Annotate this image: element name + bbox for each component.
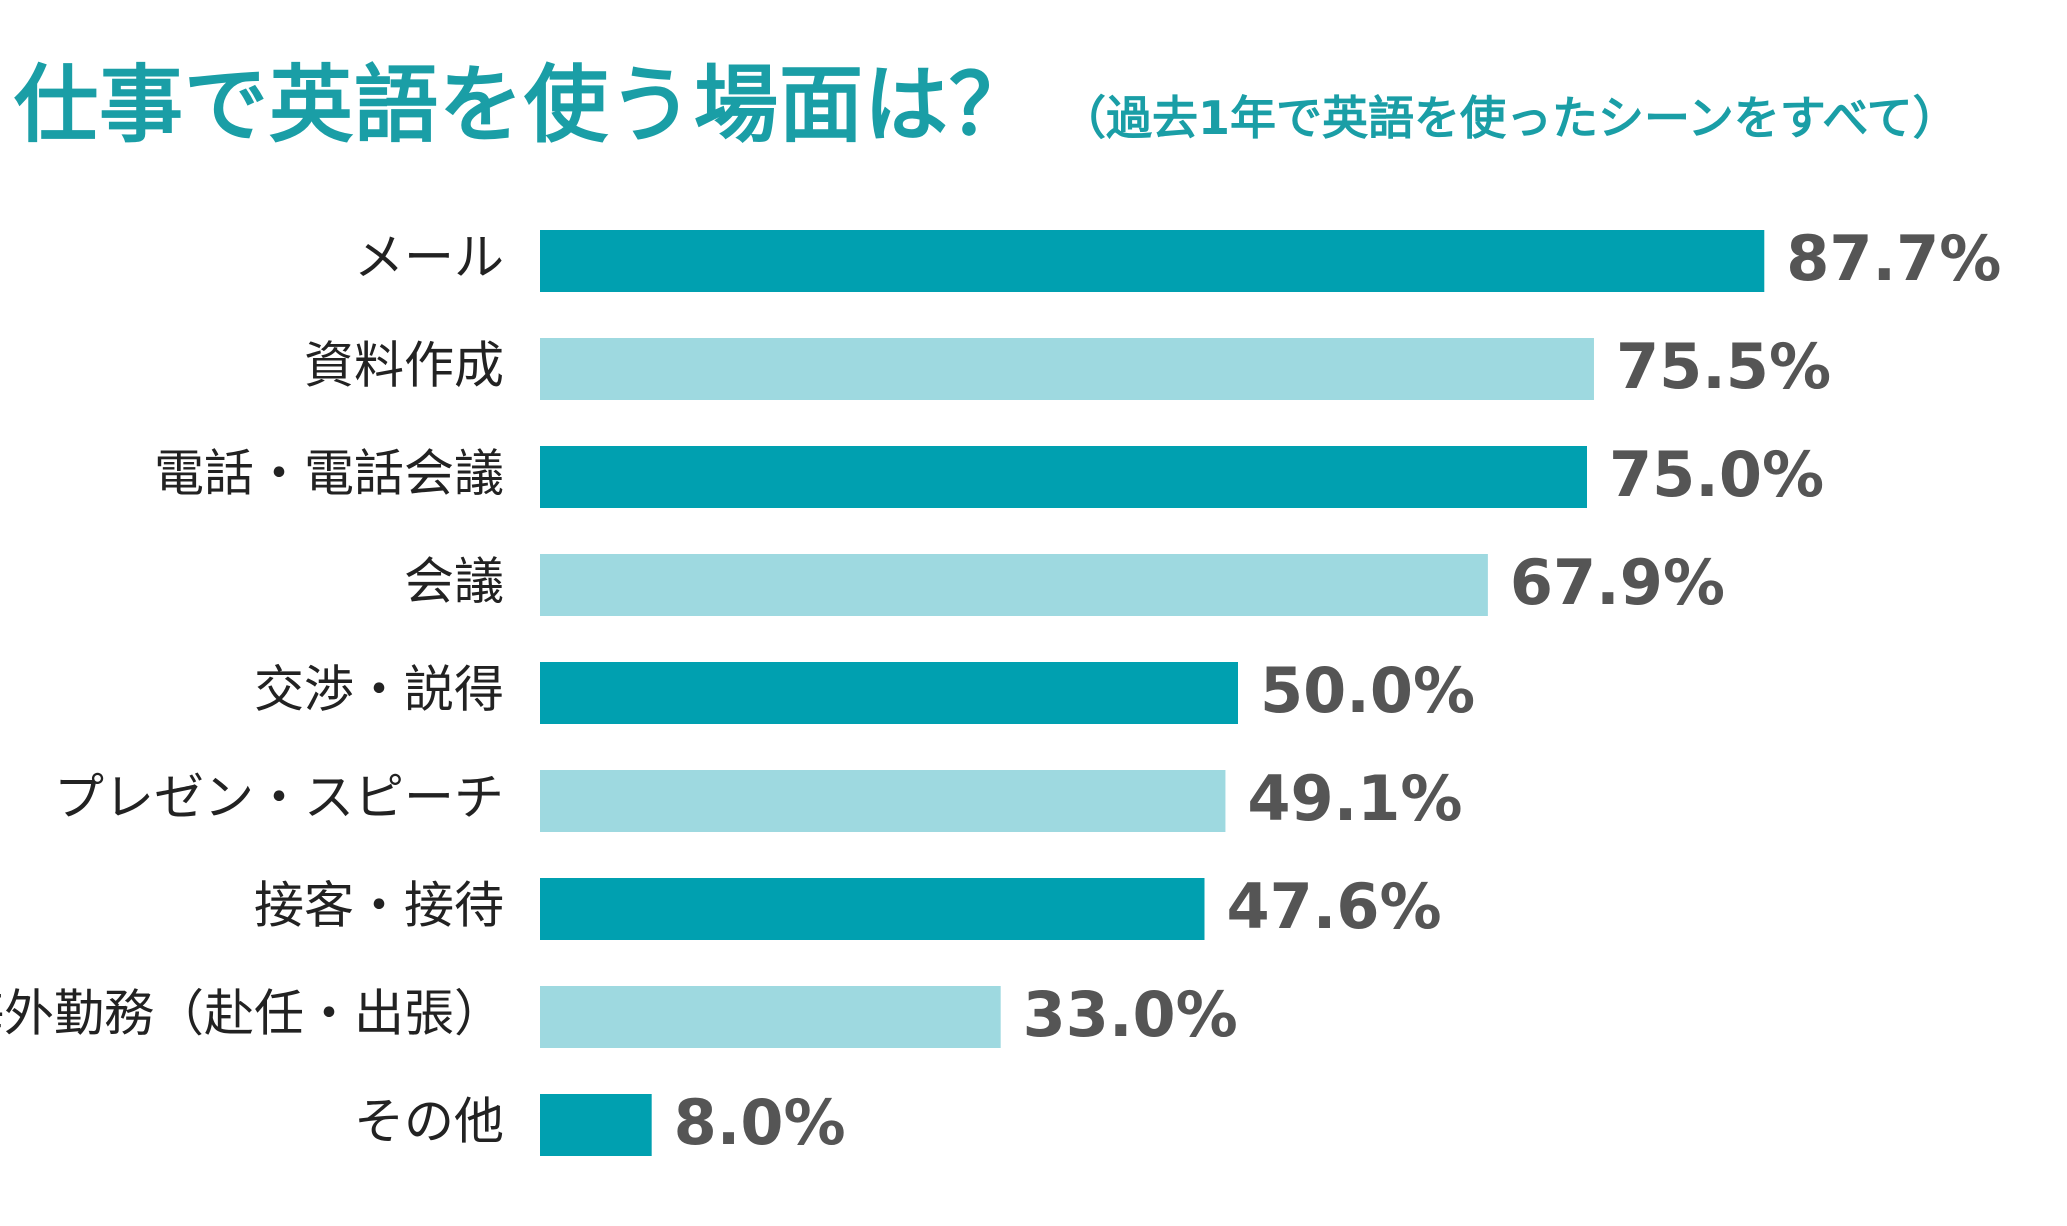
category-label: その他 (354, 1093, 504, 1151)
category-label: 海外勤務（赴任・出張） (0, 985, 504, 1043)
category-label: 交渉・説得 (254, 661, 504, 719)
value-label: 47.6% (1226, 870, 1441, 943)
category-label: メール (354, 229, 504, 287)
chart-title: 仕事で英語を使う場面は？ (14, 56, 1035, 154)
category-label: 資料作成 (304, 337, 504, 395)
value-label: 75.5% (1616, 330, 1831, 403)
value-label: 8.0% (674, 1086, 846, 1159)
value-label: 75.0% (1609, 438, 1824, 511)
value-label: 67.9% (1510, 546, 1725, 619)
category-label: 会議 (404, 553, 504, 611)
category-label: 電話・電話会議 (154, 445, 504, 503)
bar (540, 878, 1205, 940)
chart-subtitle: （過去1年で英語を使ったシーンをすべて） (1060, 91, 1959, 145)
value-label: 33.0% (1023, 978, 1238, 1051)
bar (540, 770, 1226, 832)
category-label: プレゼン・スピーチ (54, 769, 504, 827)
value-label: 50.0% (1260, 654, 1475, 727)
title-row: 仕事で英語を使う場面は？ （過去1年で英語を使ったシーンをすべて） (14, 38, 1959, 159)
bar (540, 338, 1594, 400)
bar (540, 554, 1488, 616)
value-label: 87.7% (1786, 222, 2001, 295)
bar (540, 986, 1001, 1048)
bar (540, 662, 1238, 724)
bar (540, 446, 1587, 508)
bar (540, 1094, 652, 1156)
bar (540, 230, 1765, 292)
value-label: 49.1% (1247, 762, 1462, 835)
category-label: 接客・接待 (254, 877, 504, 935)
